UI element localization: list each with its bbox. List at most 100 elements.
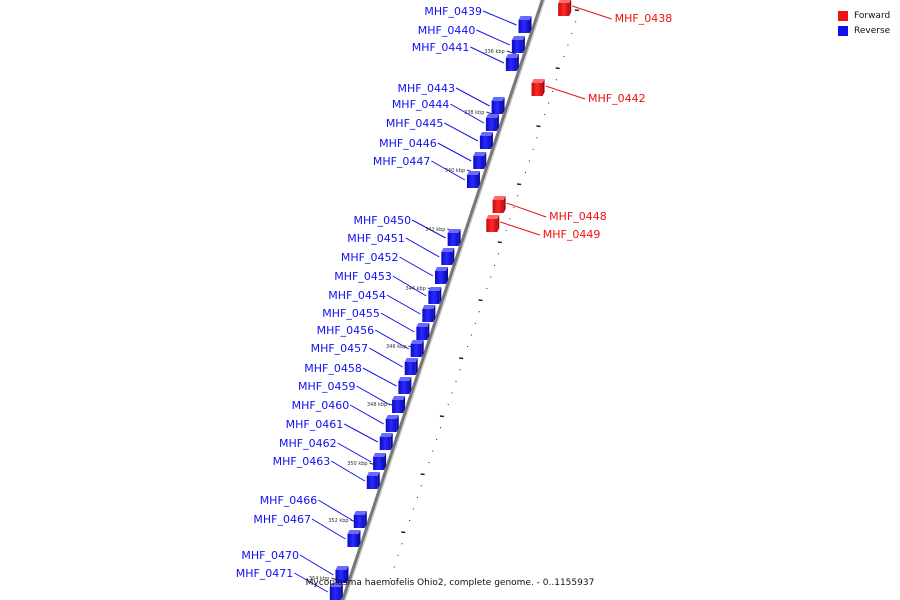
- reverse-gene-feature[interactable]: [491, 97, 505, 114]
- gene-label[interactable]: MHF_0456: [317, 324, 375, 337]
- gene-label[interactable]: MHF_0438: [615, 12, 673, 25]
- gene-leader-line: [380, 312, 415, 333]
- gene-label[interactable]: MHF_0461: [286, 418, 344, 431]
- gene-leader-line: [299, 554, 334, 576]
- gene-leader-line: [368, 347, 403, 368]
- gene-bevel: [531, 79, 545, 83]
- gene-label[interactable]: MHF_0449: [543, 228, 601, 241]
- reverse-gene-feature[interactable]: [485, 114, 499, 131]
- gene-body: [416, 327, 428, 340]
- gene-label[interactable]: MHF_0441: [412, 41, 470, 54]
- gene-side: [502, 97, 505, 114]
- reverse-gene-feature[interactable]: [329, 583, 343, 600]
- gene-label[interactable]: MHF_0455: [322, 307, 380, 320]
- gene-leader-line: [374, 329, 409, 350]
- reverse-gene-feature[interactable]: [466, 171, 480, 188]
- reverse-gene-feature[interactable]: [434, 267, 448, 284]
- gene-label[interactable]: MHF_0439: [424, 5, 482, 18]
- reverse-gene-feature[interactable]: [335, 566, 349, 583]
- gene-leader-line: [444, 122, 479, 142]
- gene-label[interactable]: MHF_0451: [347, 232, 405, 245]
- gene-label[interactable]: MHF_0448: [549, 210, 607, 223]
- gene-bevel: [392, 396, 406, 400]
- reverse-gene-feature[interactable]: [353, 511, 367, 528]
- gene-body: [531, 83, 543, 96]
- gene-label[interactable]: MHF_0443: [397, 82, 455, 95]
- gene-label[interactable]: MHF_0442: [588, 92, 646, 105]
- gene-label[interactable]: MHF_0463: [273, 455, 331, 468]
- gene-body: [329, 587, 341, 600]
- gene-leader-line: [318, 499, 353, 521]
- reverse-gene-feature[interactable]: [410, 340, 424, 357]
- kbp-label: 338 kbp: [464, 110, 484, 116]
- reverse-gene-feature[interactable]: [441, 248, 455, 265]
- reverse-gene-feature[interactable]: [505, 54, 519, 71]
- gene-leader-line: [386, 294, 421, 315]
- reverse-gene-feature[interactable]: [422, 305, 436, 322]
- gene-label[interactable]: MHF_0444: [392, 98, 450, 111]
- gene-label[interactable]: MHF_0454: [328, 289, 386, 302]
- genome-caption: Mycoplasma haemofelis Ohio2, complete ge…: [305, 578, 595, 588]
- reverse-gene-feature[interactable]: [473, 152, 487, 169]
- gene-leader-line: [311, 518, 346, 540]
- scale-tick: [574, 9, 580, 12]
- forward-gene-feature[interactable]: [492, 196, 506, 213]
- gene-label[interactable]: MHF_0452: [341, 251, 399, 264]
- reverse-gene-feature[interactable]: [479, 132, 493, 149]
- forward-gene-feature[interactable]: [486, 215, 500, 232]
- gene-body: [366, 476, 378, 489]
- gene-label[interactable]: MHF_0450: [354, 214, 412, 227]
- reverse-gene-feature[interactable]: [428, 287, 442, 304]
- reverse-gene-feature[interactable]: [392, 396, 406, 413]
- reverse-gene-feature[interactable]: [447, 229, 461, 246]
- gene-body: [505, 58, 517, 71]
- gene-leader-line: [392, 275, 427, 297]
- gene-bevel: [486, 215, 500, 219]
- reverse-gene-feature[interactable]: [404, 358, 418, 375]
- forward-swatch-icon: [838, 10, 848, 21]
- gene-label[interactable]: MHF_0447: [373, 155, 431, 168]
- gene-leader-line: [399, 256, 434, 277]
- gene-leader-line: [356, 385, 391, 406]
- reverse-gene-feature[interactable]: [398, 377, 412, 394]
- gene-label[interactable]: MHF_0453: [334, 270, 392, 283]
- gene-label[interactable]: MHF_0459: [298, 380, 356, 393]
- reverse-gene-feature[interactable]: [366, 472, 380, 489]
- gene-leader-line: [500, 221, 540, 236]
- gene-label[interactable]: MHF_0440: [418, 24, 476, 37]
- gene-body: [466, 175, 478, 188]
- gene-side: [384, 453, 387, 470]
- gene-label[interactable]: MHF_0466: [260, 494, 318, 507]
- gene-body: [511, 40, 523, 53]
- gene-side: [490, 132, 493, 149]
- gene-bevel: [491, 97, 505, 101]
- gene-side: [497, 215, 500, 232]
- forward-gene-feature[interactable]: [558, 0, 572, 16]
- reverse-gene-feature[interactable]: [416, 323, 430, 340]
- gene-label[interactable]: MHF_0467: [253, 513, 311, 526]
- backbone-shadow: [343, 0, 546, 600]
- forward-gene-feature[interactable]: [531, 79, 545, 96]
- gene-leader-line: [437, 142, 472, 162]
- gene-bevel: [329, 583, 343, 587]
- reverse-gene-feature[interactable]: [347, 530, 361, 547]
- reverse-gene-feature[interactable]: [385, 415, 399, 432]
- gene-label[interactable]: MHF_0471: [236, 567, 294, 580]
- gene-label[interactable]: MHF_0470: [241, 549, 299, 562]
- gene-label[interactable]: MHF_0460: [292, 399, 350, 412]
- reverse-gene-feature[interactable]: [511, 36, 525, 53]
- gene-label[interactable]: MHF_0462: [279, 437, 337, 450]
- reverse-gene-feature[interactable]: [379, 433, 393, 450]
- reverse-gene-feature[interactable]: [518, 16, 532, 33]
- gene-bevel: [479, 132, 493, 136]
- gene-label[interactable]: MHF_0446: [379, 137, 437, 150]
- gene-side: [427, 323, 430, 340]
- gene-label[interactable]: MHF_0445: [386, 117, 444, 130]
- gene-side: [358, 530, 361, 547]
- reverse-gene-feature[interactable]: [373, 453, 387, 470]
- gene-label[interactable]: MHF_0458: [304, 362, 362, 375]
- gene-label[interactable]: MHF_0457: [311, 342, 369, 355]
- gene-bevel: [379, 433, 393, 437]
- gene-side: [503, 196, 506, 213]
- gene-side: [445, 267, 448, 284]
